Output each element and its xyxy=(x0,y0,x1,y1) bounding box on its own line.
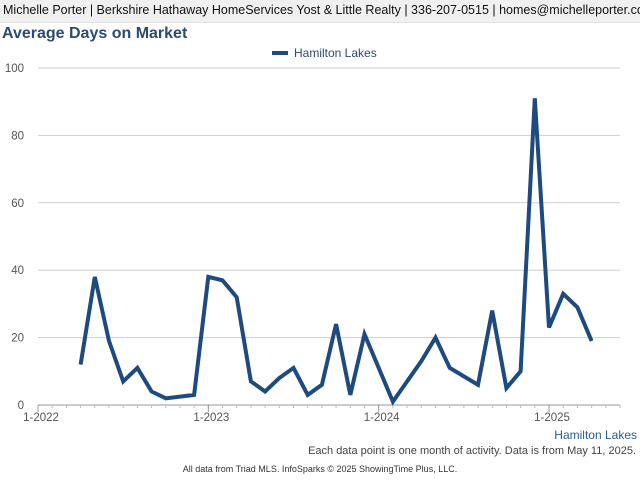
series-line-hamilton-lakes xyxy=(78,98,594,406)
legend[interactable]: Hamilton Lakes xyxy=(272,46,377,60)
header-bar: Michelle Porter | Berkshire Hathaway Hom… xyxy=(0,0,640,23)
chart-title: Average Days on Market xyxy=(2,25,188,42)
legend-swatch xyxy=(272,51,288,55)
legend-label: Hamilton Lakes xyxy=(294,46,377,60)
data-footnote: Each data point is one month of activity… xyxy=(308,445,636,457)
axis-series-label: Hamilton Lakes xyxy=(554,428,637,442)
y-tick-label: 80 xyxy=(11,130,24,142)
y-tick-label: 40 xyxy=(11,265,24,277)
x-tick-label: 1-2025 xyxy=(534,412,570,424)
x-tick-label: 1-2022 xyxy=(23,412,59,424)
agent-contact-info: Michelle Porter | Berkshire Hathaway Hom… xyxy=(3,3,640,17)
y-tick-label: 60 xyxy=(11,198,24,210)
y-tick-label: 0 xyxy=(18,400,24,412)
y-tick-label: 20 xyxy=(11,333,24,345)
y-tick-label: 100 xyxy=(5,63,24,75)
data-credit: All data from Triad MLS. InfoSparks © 20… xyxy=(182,464,458,474)
x-tick-label: 1-2023 xyxy=(193,412,229,424)
x-tick-label: 1-2024 xyxy=(364,412,400,424)
